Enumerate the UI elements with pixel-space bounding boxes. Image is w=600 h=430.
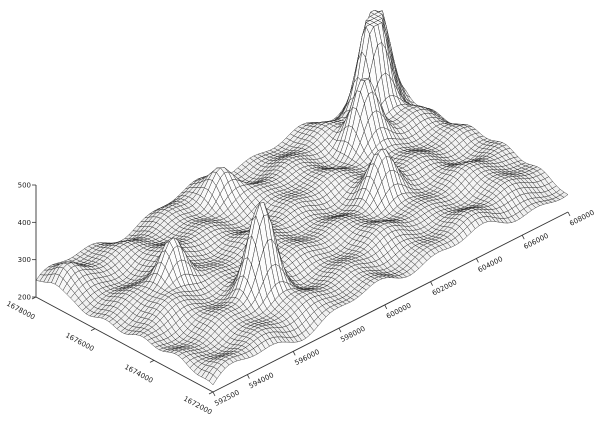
y-tick-label: 1674000 (123, 363, 154, 385)
x-tick-mark (384, 304, 388, 310)
z-tick-label: 300 (18, 256, 31, 264)
z-tick-label: 400 (18, 219, 31, 227)
y-tick-mark (90, 328, 96, 332)
surface-cell (208, 374, 218, 386)
x-tick-label: 592500 (213, 389, 240, 408)
z-tick-label: 500 (18, 182, 31, 190)
x-tick-mark (521, 235, 525, 240)
x-tick-label: 596000 (293, 348, 320, 367)
z-tick-label: 200 (18, 294, 31, 302)
x-tick-mark (430, 281, 433, 286)
x-tick-mark (292, 351, 296, 356)
x-tick-label: 604000 (477, 255, 504, 274)
x-tick-label: 608000 (568, 209, 595, 228)
y-tick-mark (149, 359, 155, 363)
z-axis-ticks: 200 300 400 500 (18, 182, 36, 302)
x-tick-label: 606000 (522, 232, 549, 251)
x-tick-label: 600000 (385, 301, 412, 320)
x-tick-mark (338, 327, 342, 333)
y-axis-line (35, 296, 214, 393)
x-tick-mark (212, 391, 216, 397)
x-tick-mark (246, 374, 250, 379)
x-tick-label: 602000 (431, 278, 458, 297)
y-tick-mark (208, 391, 214, 395)
x-tick-mark (567, 211, 571, 217)
y-tick-label: 1678000 (5, 300, 36, 322)
surface-mesh (35, 9, 569, 386)
y-tick-label: 1672000 (182, 395, 213, 417)
y-tick-label: 1676000 (64, 331, 95, 353)
x-tick-mark (476, 258, 479, 263)
x-tick-label: 598000 (339, 325, 366, 344)
x-axis-line (212, 211, 569, 393)
x-tick-label: 594000 (248, 371, 275, 390)
